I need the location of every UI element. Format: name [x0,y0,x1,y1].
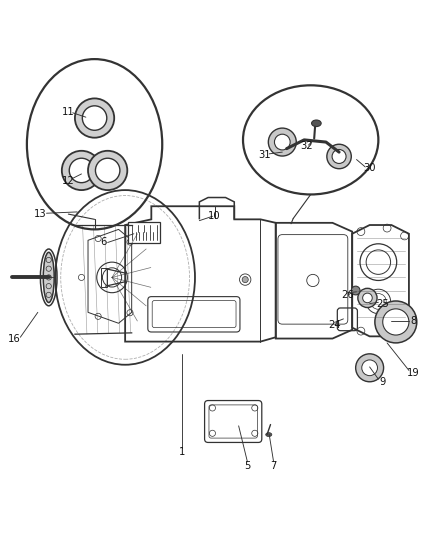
Text: 16: 16 [7,334,20,344]
Text: 13: 13 [34,209,46,219]
Circle shape [362,360,378,376]
Circle shape [95,158,120,183]
Circle shape [375,301,417,343]
Text: 9: 9 [380,377,386,387]
Text: 6: 6 [100,238,106,247]
Circle shape [75,99,114,138]
Circle shape [82,106,107,130]
Circle shape [88,151,127,190]
Text: 30: 30 [364,163,376,173]
Ellipse shape [43,252,54,303]
Text: 26: 26 [342,290,354,300]
Ellipse shape [311,120,321,126]
Text: 12: 12 [62,176,75,187]
Text: 19: 19 [407,368,420,378]
FancyBboxPatch shape [128,222,160,244]
Circle shape [69,158,94,183]
Text: 24: 24 [328,320,341,330]
Text: 32: 32 [300,141,313,151]
Text: 31: 31 [258,150,271,160]
Ellipse shape [266,433,272,437]
Circle shape [242,277,248,282]
Circle shape [356,354,384,382]
Text: 1: 1 [179,447,185,457]
Text: 8: 8 [410,316,417,326]
Circle shape [275,134,290,150]
Circle shape [332,149,346,164]
Text: 5: 5 [244,461,251,471]
Text: 11: 11 [62,107,75,117]
Circle shape [62,151,101,190]
Circle shape [351,286,360,295]
Text: 25: 25 [376,298,389,309]
Circle shape [363,293,372,303]
Text: 7: 7 [270,461,277,471]
Circle shape [383,309,409,335]
Text: 10: 10 [208,211,221,221]
Circle shape [268,128,296,156]
Circle shape [358,288,377,308]
Circle shape [327,144,351,169]
